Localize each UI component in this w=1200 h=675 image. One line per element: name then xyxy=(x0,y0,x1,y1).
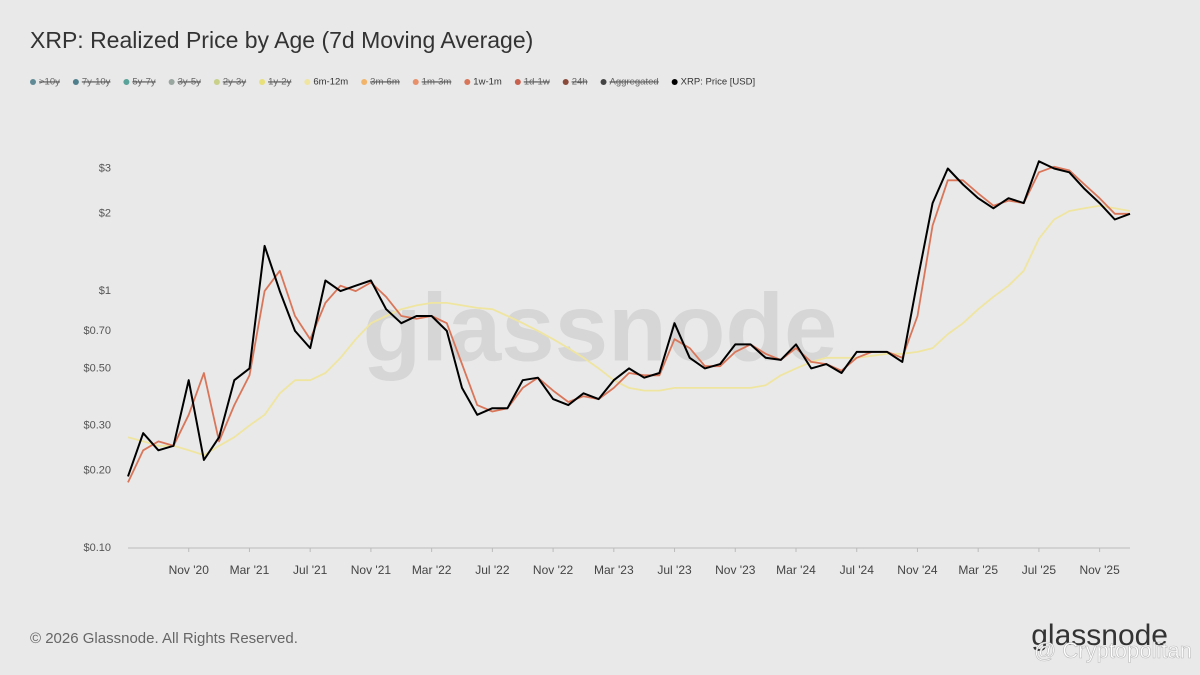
legend-swatch xyxy=(514,79,521,85)
legend-label[interactable]: 1w-1m xyxy=(473,77,502,88)
legend-swatch xyxy=(213,79,220,85)
legend-swatch xyxy=(168,79,175,85)
legend-swatch xyxy=(30,79,36,85)
x-tick-label: Mar '22 xyxy=(412,563,452,577)
legend-swatch xyxy=(562,79,569,85)
legend-swatch xyxy=(72,79,79,85)
legend-label[interactable]: XRP: Price [USD] xyxy=(681,77,755,88)
y-tick-label: $0.30 xyxy=(83,419,111,431)
legend-swatch xyxy=(412,79,419,85)
y-tick-label: $1 xyxy=(99,285,111,297)
legend-swatch xyxy=(600,79,607,85)
x-tick-label: Jul '24 xyxy=(840,563,875,577)
x-tick-label: Nov '24 xyxy=(897,563,938,577)
y-tick-label: $0.70 xyxy=(83,325,111,337)
legend-swatch xyxy=(361,79,368,85)
legend-swatch xyxy=(464,79,471,85)
x-tick-label: Mar '21 xyxy=(230,563,270,577)
overlay-watermark: @ Cryptopolitan xyxy=(1034,638,1192,663)
y-tick-label: $3 xyxy=(99,162,111,174)
y-tick-label: $0.10 xyxy=(83,542,111,554)
legend-label[interactable]: 6m-12m xyxy=(313,77,348,88)
series-line xyxy=(127,204,1131,456)
series-line xyxy=(127,160,1131,477)
legend-swatch xyxy=(304,79,311,85)
x-tick-label: Mar '25 xyxy=(958,563,998,577)
x-tick-label: Nov '22 xyxy=(533,563,574,577)
legend-swatch xyxy=(259,79,266,85)
copyright: © 2026 Glassnode. All Rights Reserved. xyxy=(30,630,298,647)
logo: glassnode xyxy=(1031,619,1168,652)
watermark: glassnode xyxy=(363,274,838,381)
chart-title: XRP: Realized Price by Age (7d Moving Av… xyxy=(30,27,533,53)
x-tick-label: Nov '20 xyxy=(169,563,210,577)
y-tick-label: $0.20 xyxy=(83,465,111,477)
x-tick-label: Jul '21 xyxy=(293,563,328,577)
y-tick-label: $2 xyxy=(99,208,111,220)
x-tick-label: Jul '22 xyxy=(475,563,510,577)
x-tick-label: Nov '25 xyxy=(1079,563,1120,577)
legend-swatch xyxy=(671,79,678,85)
x-tick-label: Jul '25 xyxy=(1022,563,1057,577)
x-tick-label: Mar '24 xyxy=(776,563,816,577)
x-tick-label: Nov '21 xyxy=(351,563,392,577)
x-tick-label: Nov '23 xyxy=(715,563,756,577)
x-tick-label: Jul '23 xyxy=(657,563,692,577)
y-tick-label: $0.50 xyxy=(83,362,111,374)
x-tick-label: Mar '23 xyxy=(594,563,634,577)
legend-swatch xyxy=(123,79,130,85)
series-line xyxy=(127,165,1130,483)
